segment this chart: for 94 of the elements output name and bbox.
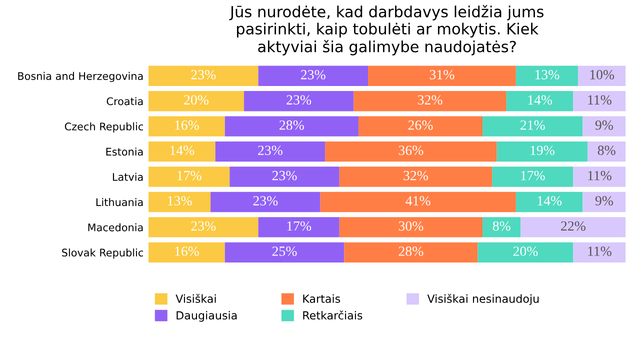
bar (516, 192, 583, 212)
bar (573, 166, 626, 187)
data-label: 23% (301, 70, 326, 80)
legend-label: Retkarčiais (303, 310, 362, 320)
legend-label: Kartais (303, 294, 340, 303)
bar (344, 242, 478, 263)
y-tick-label: Latvia (112, 172, 143, 181)
legend-label: Visiškai (176, 294, 216, 303)
bar (368, 66, 516, 86)
bar (358, 116, 483, 136)
y-tick-label: Lithuania (96, 198, 143, 206)
bar (496, 141, 588, 162)
y-tick-label: Slovak Republic (62, 248, 144, 259)
bar (482, 217, 521, 238)
bar (210, 192, 320, 212)
legend-label: Visiškai nesinaudoju (427, 294, 539, 306)
bar (578, 66, 626, 86)
data-label: 16% (175, 246, 199, 256)
y-tick-label: Estonia (106, 148, 143, 156)
data-label: 23% (272, 170, 297, 180)
data-label: 30% (398, 221, 424, 231)
bar (339, 166, 492, 187)
data-label: 17% (287, 221, 312, 231)
data-label: 16% (175, 120, 199, 130)
data-label: 8% (598, 146, 616, 156)
data-label: 9% (595, 120, 613, 130)
bar (573, 242, 626, 263)
data-label: 21% (520, 120, 545, 130)
y-tick-label: Bosnia and Herzegovina (18, 72, 143, 82)
bar (582, 116, 626, 136)
data-label: 26% (408, 120, 433, 130)
bar (148, 192, 211, 212)
bar (215, 141, 326, 162)
bar (258, 66, 368, 86)
data-label: 36% (398, 146, 424, 156)
bar (478, 242, 574, 263)
bar (258, 217, 340, 238)
bar (148, 141, 216, 162)
bar (148, 166, 230, 187)
bar (224, 242, 344, 263)
data-label: 14% (170, 146, 194, 156)
data-label: 41% (406, 196, 430, 206)
y-tick-label: Macedonia (88, 223, 143, 232)
data-label: 32% (418, 95, 442, 105)
bar (520, 217, 626, 238)
data-label: 23% (191, 221, 216, 231)
y-tick-label: Czech Republic (64, 122, 144, 132)
data-label: 25% (272, 246, 297, 256)
data-label: 31% (430, 70, 454, 80)
bar (339, 217, 483, 238)
y-tick-label: Croatia (106, 97, 143, 106)
bar (230, 166, 340, 187)
data-label: 13% (168, 196, 192, 206)
bar (148, 217, 258, 238)
bar (354, 91, 506, 112)
bar (244, 91, 354, 112)
data-label: 11% (588, 246, 612, 256)
bar (224, 116, 358, 136)
data-label: 32% (404, 170, 428, 180)
bar (148, 91, 244, 112)
bar (482, 116, 583, 136)
data-label: 22% (561, 221, 586, 231)
bar (148, 116, 225, 136)
legend-label: Daugiausia (176, 310, 237, 322)
data-label: 23% (253, 196, 278, 206)
data-label: 9% (595, 196, 613, 206)
bar (320, 192, 516, 212)
bar (506, 91, 574, 112)
bar (582, 192, 626, 212)
data-label: 23% (191, 70, 216, 80)
data-label: 17% (178, 170, 202, 180)
bar (573, 91, 626, 112)
chart-title: Jūs nurodėte, kad darbdavys leidžia jums pasirinkti, kaip tobulėti ar mokytis. Kiek aktyviai šia galimybe naudojatės? (229, 4, 544, 56)
data-label: 28% (280, 120, 304, 130)
bar (148, 242, 225, 263)
data-label: 13% (535, 70, 560, 80)
data-label: 11% (588, 95, 612, 105)
data-label: 28% (398, 246, 424, 256)
data-label: 8% (492, 221, 510, 231)
data-label: 11% (588, 170, 612, 180)
bar (516, 66, 578, 86)
data-label: 20% (513, 246, 538, 256)
bar (148, 66, 258, 86)
data-label: 23% (286, 95, 312, 105)
bar (588, 141, 626, 162)
data-label: 23% (258, 146, 282, 156)
data-label: 17% (521, 170, 545, 180)
data-label: 14% (538, 196, 562, 206)
data-label: 10% (590, 70, 614, 80)
data-label: 19% (530, 146, 554, 156)
data-label: 20% (184, 95, 208, 105)
bar (325, 141, 497, 162)
bar (492, 166, 574, 187)
data-label: 14% (528, 95, 552, 105)
